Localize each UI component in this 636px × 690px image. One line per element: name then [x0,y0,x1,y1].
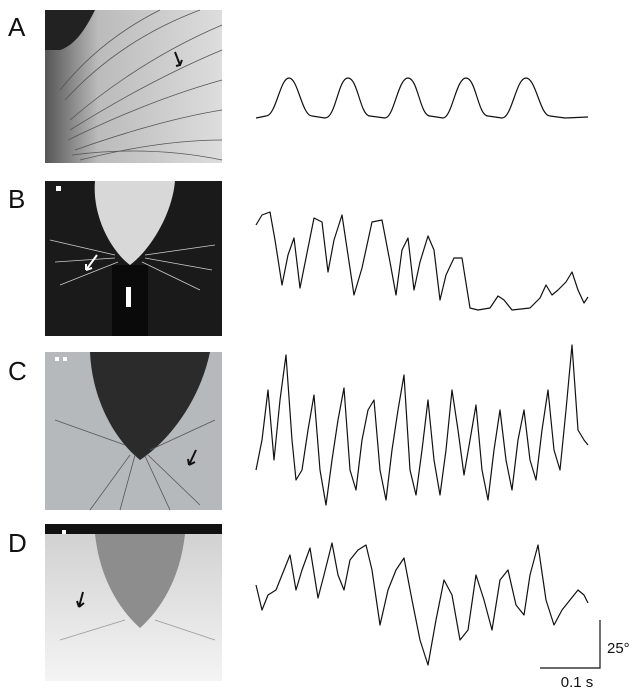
photo-d [45,524,222,681]
scale-vertical: 25° [607,640,630,657]
panel-label: D [8,528,27,558]
trace-c [256,345,588,505]
trace-a [256,78,588,118]
figure: A B C D [0,0,636,690]
photo-b [45,181,222,336]
panel-label: A [8,12,26,42]
trace-b [256,212,588,310]
photo-c [45,352,222,510]
scale-horizontal: 0.1 s [561,674,594,690]
panel-label: B [8,184,25,214]
trace-d [256,543,588,665]
panel-label: C [8,356,27,386]
scale-bar [540,620,600,668]
photo-a [45,10,222,163]
